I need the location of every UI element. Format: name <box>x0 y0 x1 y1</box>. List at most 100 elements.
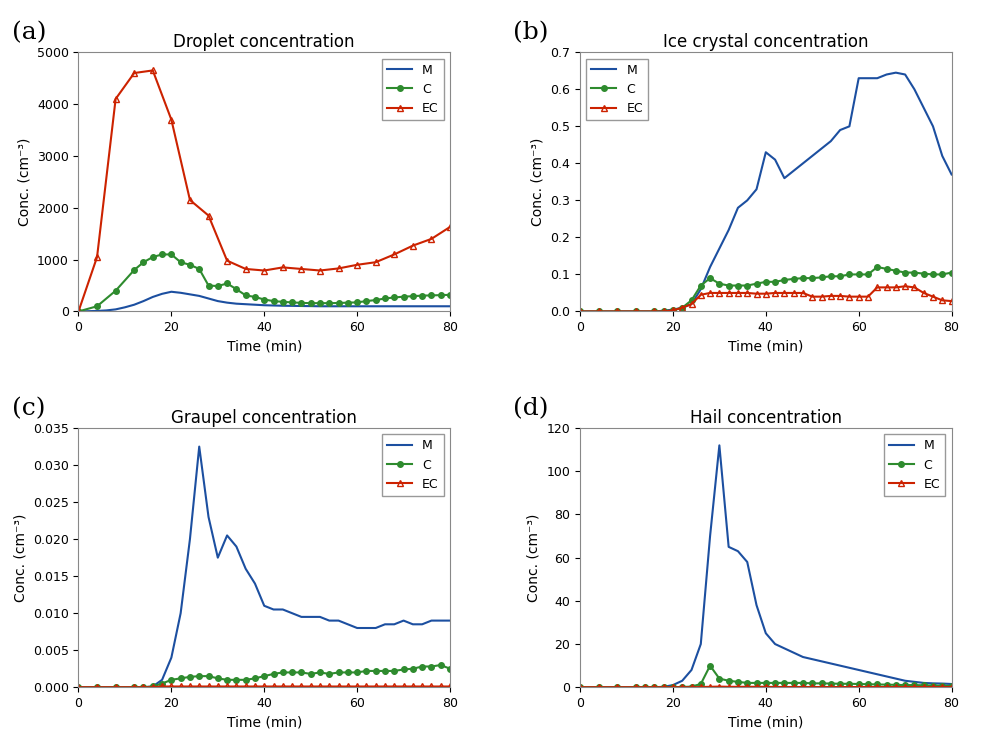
C <box>397 665 409 674</box>
C <box>723 676 735 685</box>
M <box>203 294 215 303</box>
EC <box>239 682 251 691</box>
M <box>574 307 586 316</box>
EC <box>407 241 419 250</box>
EC <box>388 250 400 259</box>
M <box>193 291 205 300</box>
C <box>769 277 781 286</box>
C <box>351 298 363 307</box>
C <box>937 681 949 690</box>
EC <box>444 223 456 232</box>
C <box>407 664 419 673</box>
C <box>927 270 939 279</box>
M <box>769 155 781 164</box>
EC <box>927 292 939 301</box>
EC <box>815 292 827 301</box>
EC <box>946 297 957 306</box>
M <box>825 137 837 146</box>
C <box>788 274 800 283</box>
C <box>676 303 688 312</box>
C <box>881 681 893 689</box>
EC <box>110 94 122 103</box>
EC <box>137 683 149 692</box>
EC <box>593 307 604 316</box>
C <box>129 265 140 274</box>
EC <box>212 682 224 691</box>
EC <box>806 683 818 692</box>
EC <box>258 682 270 691</box>
M <box>946 680 957 689</box>
M <box>193 442 205 451</box>
C <box>268 297 280 306</box>
M <box>361 624 373 633</box>
C <box>640 683 651 692</box>
C <box>314 668 326 677</box>
C <box>900 681 911 689</box>
M <box>119 303 130 311</box>
C <box>760 277 772 286</box>
M <box>156 675 168 684</box>
EC <box>871 283 883 292</box>
C <box>379 666 390 675</box>
EC <box>713 682 725 691</box>
M <box>91 683 103 692</box>
M <box>908 678 920 686</box>
C <box>713 674 725 683</box>
C <box>574 683 586 692</box>
M <box>890 68 902 77</box>
C <box>815 273 827 282</box>
EC <box>314 682 326 691</box>
EC <box>640 683 651 692</box>
Line: C: C <box>577 663 955 690</box>
M <box>788 648 800 657</box>
Legend: M, C, EC: M, C, EC <box>587 58 647 120</box>
EC <box>937 296 949 305</box>
M <box>927 679 939 688</box>
EC <box>788 683 800 692</box>
C <box>305 299 317 308</box>
M <box>129 683 140 692</box>
M <box>630 307 642 316</box>
C <box>212 282 224 291</box>
EC <box>370 258 382 267</box>
M <box>286 609 298 618</box>
X-axis label: Time (min): Time (min) <box>227 340 302 354</box>
EC <box>648 307 660 316</box>
X-axis label: Time (min): Time (min) <box>227 716 302 730</box>
EC <box>166 115 178 124</box>
EC <box>908 683 920 692</box>
EC <box>825 683 837 692</box>
Line: M: M <box>78 292 450 311</box>
EC <box>881 283 893 292</box>
M <box>100 306 112 315</box>
C <box>667 306 679 314</box>
C <box>333 668 344 677</box>
C <box>946 268 957 277</box>
M <box>788 167 800 176</box>
M <box>231 542 242 551</box>
EC <box>742 682 753 691</box>
EC <box>667 306 679 314</box>
C <box>732 281 744 290</box>
M <box>834 661 846 670</box>
M <box>166 288 178 297</box>
M <box>657 306 669 315</box>
M <box>798 653 809 662</box>
EC <box>937 683 949 692</box>
EC <box>314 266 326 275</box>
M <box>324 302 336 311</box>
Line: EC: EC <box>577 283 955 315</box>
C <box>908 681 920 689</box>
M <box>333 302 344 311</box>
M <box>397 302 409 311</box>
M <box>723 226 735 235</box>
C <box>305 669 317 678</box>
M <box>750 601 762 610</box>
M <box>630 683 642 692</box>
M <box>750 185 762 193</box>
M <box>815 657 827 666</box>
M <box>407 620 419 629</box>
EC <box>825 291 837 300</box>
C <box>110 286 122 295</box>
EC <box>129 683 140 692</box>
